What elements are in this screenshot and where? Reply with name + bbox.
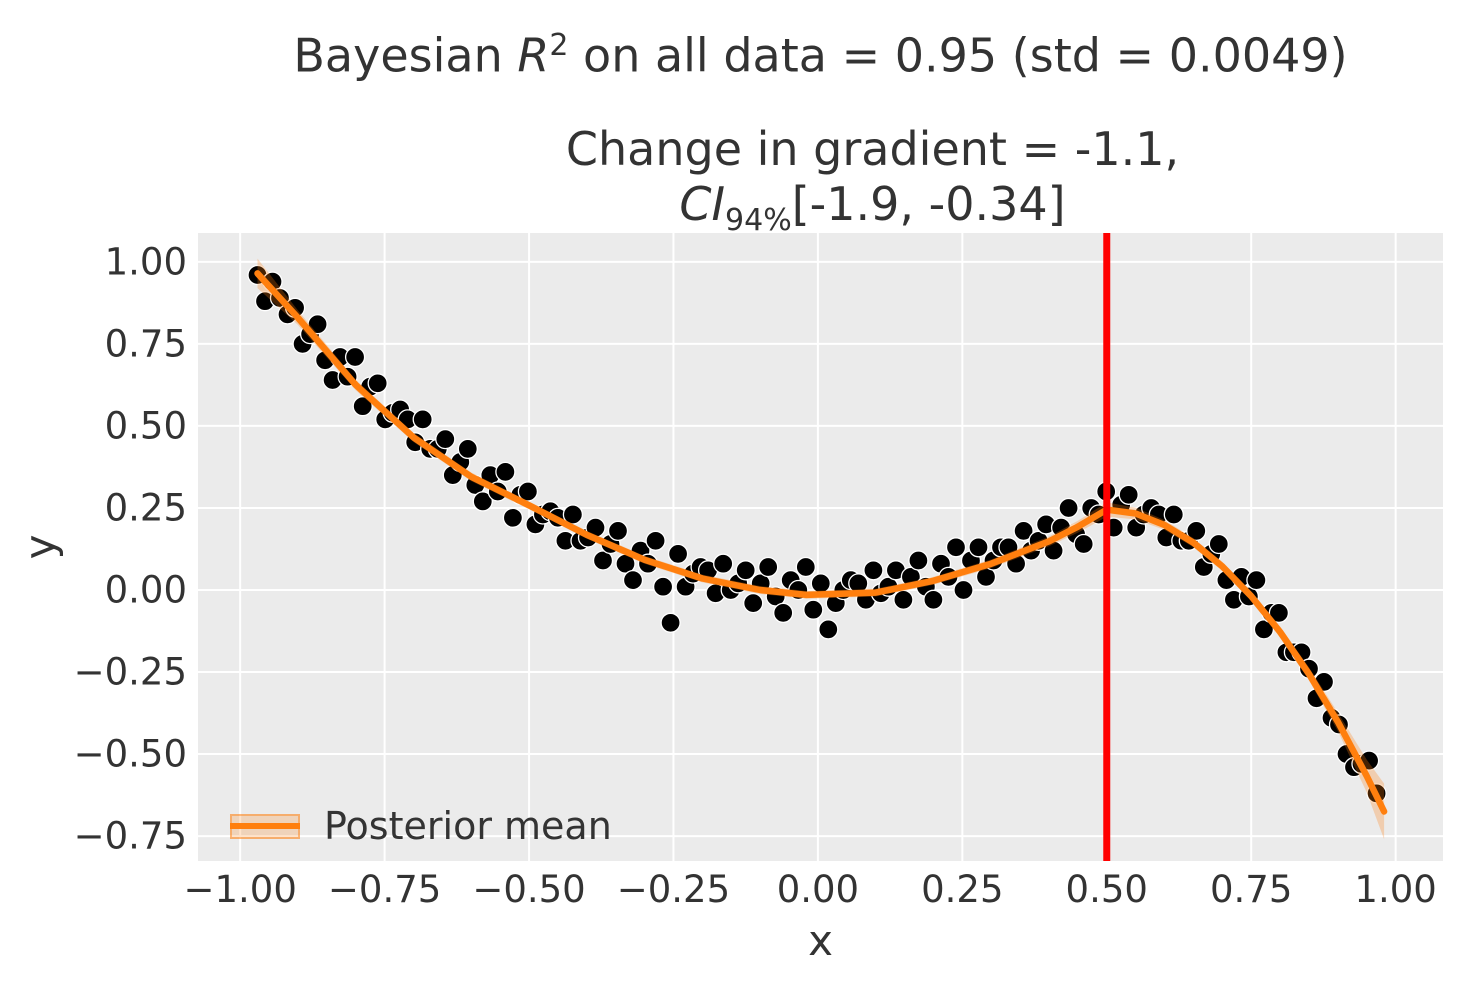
scatter-point xyxy=(1013,520,1034,542)
scatter-point xyxy=(1268,602,1290,624)
y-tick-label: 0.75 xyxy=(104,322,187,366)
scatter-point xyxy=(592,550,614,571)
scatter-point xyxy=(307,314,328,335)
scatter-point xyxy=(344,346,366,368)
subtitle-line1: Change in gradient = -1.1, xyxy=(565,122,1180,176)
scatter-point xyxy=(367,373,388,394)
y-tick-label: 0.00 xyxy=(104,568,187,612)
y-axis-label: y xyxy=(15,534,65,560)
scatter-point xyxy=(667,543,689,565)
x-tick-label: −0.25 xyxy=(616,868,731,911)
legend: Posterior mean xyxy=(230,804,612,848)
scatter-point xyxy=(743,592,764,614)
scatter-point xyxy=(863,560,884,581)
scatter-point xyxy=(735,560,756,581)
x-tick-label: −1.00 xyxy=(183,868,297,911)
x-tick-label: 0.75 xyxy=(1209,868,1293,911)
x-tick-label: 1.00 xyxy=(1354,868,1437,911)
title-suffix: on all data = 0.95 (std = 0.0049) xyxy=(568,28,1348,83)
scatter-point xyxy=(945,537,967,558)
legend-line-marker xyxy=(230,823,300,829)
scatter-point xyxy=(1246,569,1267,591)
scatter-point xyxy=(968,537,989,558)
title-prefix: Bayesian xyxy=(293,28,518,83)
scatter-point xyxy=(713,553,734,574)
chart-canvas xyxy=(198,233,1443,861)
legend-band-marker xyxy=(230,813,300,839)
scatter-point xyxy=(908,550,929,571)
scatter-point xyxy=(773,602,794,624)
scatter-point xyxy=(1163,504,1184,525)
scatter-point xyxy=(795,556,816,578)
legend-label: Posterior mean xyxy=(324,804,612,848)
scatter-point xyxy=(810,573,831,594)
scatter-point xyxy=(562,504,584,525)
y-tick-label: 0.25 xyxy=(104,486,187,530)
title-superscript: 2 xyxy=(549,28,569,63)
scatter-point xyxy=(652,576,674,597)
scatter-point xyxy=(435,428,456,450)
ci-interval: [-1.9, -0.34] xyxy=(791,177,1066,231)
scatter-point xyxy=(472,491,493,512)
scatter-point xyxy=(352,396,373,417)
scatter-point xyxy=(923,589,944,610)
ci-subscript: 94% xyxy=(725,203,792,239)
scatter-point xyxy=(1253,619,1275,640)
scatter-point xyxy=(1118,484,1139,505)
scatter-point xyxy=(1186,520,1207,542)
x-tick-label: 0.25 xyxy=(921,868,1004,911)
scatter-point xyxy=(660,612,681,633)
scatter-point xyxy=(502,507,524,528)
scatter-point xyxy=(953,579,974,601)
ci-variable: CI xyxy=(679,177,726,231)
subtitle-line2: CI94%[-1.9, -0.34] xyxy=(250,177,1463,248)
scatter-point xyxy=(412,409,433,430)
chart-subtitle: Change in gradient = -1.1, CI94%[-1.9, -… xyxy=(250,122,1463,248)
scatter-point xyxy=(1058,497,1079,519)
scatter-point xyxy=(645,530,666,551)
scatter-point xyxy=(1208,533,1229,555)
y-tick-label: 0.50 xyxy=(104,404,187,448)
scatter-point xyxy=(1073,533,1094,555)
scatter-point xyxy=(622,569,644,591)
chart-title: Bayesian R2 on all data = 0.95 (std = 0.… xyxy=(198,20,1443,81)
posterior-mean-line xyxy=(254,270,1388,815)
scatter-point xyxy=(457,438,478,460)
scatter-point xyxy=(893,589,914,610)
x-tick-label: 0.00 xyxy=(776,868,860,911)
x-tick-label: −0.50 xyxy=(472,868,586,911)
scatter-point xyxy=(495,461,516,483)
y-tick-label: −0.50 xyxy=(73,732,187,776)
scatter-point xyxy=(818,619,839,640)
x-tick-label: 0.50 xyxy=(1065,868,1148,911)
title-r-variable: R xyxy=(517,28,550,83)
y-tick-label: −0.75 xyxy=(73,814,187,858)
scatter-point xyxy=(803,599,824,620)
scatter-point xyxy=(758,556,779,578)
scatter-point xyxy=(607,520,629,542)
x-tick-label: −0.75 xyxy=(327,868,442,911)
y-tick-label: −0.25 xyxy=(73,650,187,694)
plot-area: Posterior mean xyxy=(198,233,1443,861)
scatter-point xyxy=(517,481,539,502)
x-axis-label: x xyxy=(808,916,833,965)
y-tick-label: 1.00 xyxy=(104,240,187,284)
